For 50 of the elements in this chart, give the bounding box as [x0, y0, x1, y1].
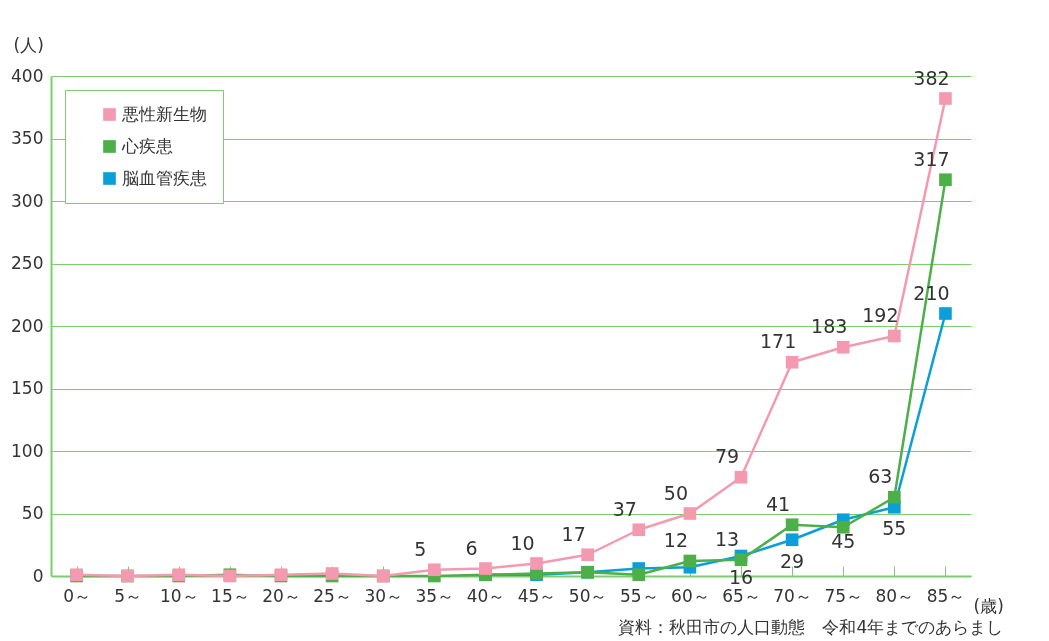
data-label: 171	[759, 330, 797, 353]
x-tick-label: 0～	[63, 585, 91, 606]
data-label: 17	[561, 522, 586, 545]
data-label: 12	[663, 529, 688, 551]
x-tick-label: 85～	[926, 585, 966, 606]
x-tick-label: 35～	[415, 585, 455, 606]
x-tick-label: 75～	[824, 585, 864, 606]
data-label: 6	[465, 536, 478, 559]
x-tick-label: 10～	[159, 585, 199, 606]
x-axis-title: (歳)	[973, 595, 1004, 616]
y-tick-label: 250	[11, 253, 44, 273]
y-tick-label: 50	[21, 503, 44, 523]
x-tick-label: 40～	[466, 585, 506, 606]
x-tick-label: 15～	[211, 585, 250, 606]
data-label: 192	[862, 304, 899, 326]
y-tick-label: 350	[11, 128, 44, 148]
data-label: 63	[868, 465, 893, 488]
data-label: 5	[414, 537, 427, 560]
data-label: 317	[913, 147, 950, 170]
x-tick-label: 80～	[875, 585, 915, 606]
x-tick-label: 25～	[313, 585, 352, 606]
x-tick-label: 30～	[364, 585, 404, 606]
x-tick-label: 50～	[568, 585, 608, 606]
x-tick-label: 5～	[114, 585, 143, 606]
data-label: 10	[510, 531, 535, 554]
x-tick-label: 60～	[671, 585, 710, 606]
data-label: 79	[714, 445, 740, 468]
y-tick-label: 0	[32, 565, 44, 586]
legend-label: 脳血管疾患	[122, 167, 207, 188]
data-label: 55	[882, 517, 907, 540]
data-label: 13	[714, 527, 740, 550]
x-tick-label: 20～	[262, 585, 301, 606]
y-tick-label: 400	[11, 65, 44, 86]
x-tick-label: 45～	[517, 585, 557, 606]
legend-label: 心疾患	[121, 135, 173, 156]
data-label: 50	[663, 481, 688, 504]
x-tick-label: 65～	[722, 585, 761, 606]
x-tick-label: 70～	[773, 585, 812, 606]
y-tick-label: 100	[11, 440, 44, 461]
data-label: 45	[831, 529, 856, 552]
data-label: 37	[612, 497, 637, 520]
data-label: 29	[780, 549, 805, 572]
y-tick-label: 200	[11, 315, 44, 336]
x-tick-label: 55～	[619, 585, 659, 606]
y-axis-title: (人)	[13, 34, 44, 55]
data-label: 41	[766, 492, 791, 515]
y-tick-label: 150	[11, 378, 44, 398]
text: 資料：秋田市の人口動態 令和4年までのあらまし	[618, 617, 1004, 637]
y-tick-label: 300	[11, 190, 44, 211]
legend-label: 悪性新生物	[121, 103, 207, 124]
